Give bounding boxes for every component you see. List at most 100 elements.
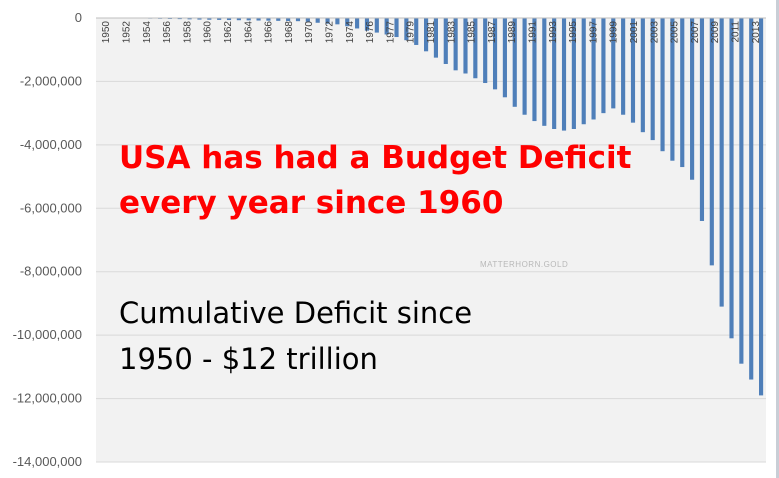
- bar: [561, 18, 567, 131]
- x-tick-label: 1987: [487, 21, 498, 44]
- bar: [463, 18, 468, 74]
- y-tick-label: -12,000,000: [13, 391, 82, 406]
- x-tick-label: 1999: [609, 21, 620, 44]
- x-tick-label: 1997: [588, 21, 599, 44]
- x-tick-label: 1991: [528, 21, 539, 44]
- bar: [729, 18, 734, 339]
- x-axis-tick-labels: 1950 1952 1954 1956 1958 1960 1962 1964 1966 1968…: [101, 21, 762, 44]
- gridlines: [96, 80, 766, 463]
- y-tick-label: 0: [75, 10, 82, 25]
- bar: [552, 18, 557, 129]
- bar: [630, 18, 636, 123]
- bar: [197, 18, 202, 20]
- x-tick-label: 1970: [304, 21, 315, 44]
- bar: [759, 18, 764, 396]
- y-tick-label: -2,000,000: [20, 73, 82, 88]
- watermark: MATTERHORN.GOLD: [480, 260, 569, 269]
- x-tick-label: 2013: [751, 21, 762, 44]
- y-tick-label: -14,000,000: [13, 454, 82, 469]
- bar: [345, 18, 350, 27]
- bar: [709, 18, 714, 266]
- bar: [591, 18, 596, 120]
- bar: [502, 18, 507, 98]
- bar: [581, 18, 586, 125]
- subline-line-2: 1950 - $12 trillion: [119, 342, 378, 376]
- subline-line-1: Cumulative Deficit since: [119, 296, 473, 330]
- bar: [749, 18, 754, 380]
- x-tick-label: 1983: [446, 21, 457, 44]
- x-tick-label: 2001: [629, 21, 640, 44]
- bar: [246, 18, 251, 21]
- bar: [335, 18, 340, 25]
- bar: [187, 18, 192, 20]
- bar: [611, 18, 616, 109]
- bar: [355, 18, 360, 29]
- bar: [670, 18, 675, 161]
- headline-line-1: USA has had a Budget Deficit: [119, 140, 632, 176]
- x-tick-label: 2005: [670, 21, 681, 44]
- bar: [492, 18, 498, 90]
- x-tick-label: 1989: [507, 21, 518, 44]
- x-tick-label: 1981: [426, 21, 437, 44]
- x-tick-label: 1966: [264, 21, 275, 44]
- x-tick-label: 1968: [284, 21, 295, 44]
- x-tick-label: 1995: [568, 21, 579, 44]
- bar: [207, 18, 212, 20]
- y-tick-label: -10,000,000: [13, 327, 82, 342]
- bar: [532, 18, 537, 122]
- bar: [384, 18, 389, 35]
- bar: [295, 18, 301, 22]
- x-tick-label: 1972: [325, 21, 336, 44]
- bar: [699, 18, 705, 221]
- bars: [108, 18, 764, 396]
- bar: [226, 18, 232, 21]
- x-tick-label: 1985: [467, 21, 478, 44]
- bar: [522, 18, 527, 115]
- plot-area: [96, 18, 766, 462]
- bar: [305, 18, 310, 22]
- bar: [483, 18, 488, 84]
- bar: [374, 18, 379, 33]
- bar: [433, 18, 438, 58]
- bar: [364, 18, 370, 31]
- x-tick-label: 2007: [690, 21, 701, 44]
- x-tick-label: 2003: [649, 21, 660, 44]
- bar: [276, 18, 281, 21]
- x-tick-label: 2011: [731, 21, 742, 43]
- bar: [542, 18, 547, 126]
- bar: [394, 18, 399, 38]
- x-tick-label: 1960: [203, 21, 214, 44]
- x-tick-label: 1974: [345, 21, 356, 44]
- headline-annotation: USA has had a Budget Deficit every year …: [119, 136, 631, 226]
- bar: [601, 18, 606, 114]
- bar: [680, 18, 685, 168]
- y-tick-label: -6,000,000: [20, 200, 82, 215]
- y-tick-label: -4,000,000: [20, 137, 82, 152]
- bar: [690, 18, 695, 180]
- bar: [571, 18, 576, 129]
- bar: [177, 18, 182, 20]
- bar: [325, 18, 330, 24]
- x-tick-label: 1964: [243, 21, 254, 44]
- bar: [640, 18, 645, 133]
- x-tick-label: 1993: [548, 21, 559, 44]
- bar: [453, 18, 458, 71]
- x-tick-label: 2009: [710, 21, 721, 44]
- bar: [719, 18, 724, 307]
- bar: [424, 18, 429, 52]
- bar: [660, 18, 665, 152]
- x-tick-label: 1954: [142, 21, 153, 44]
- y-axis-tick-labels: 0 -2,000,000 -4,000,000 -6,000,000 -8,000,00…: [13, 10, 82, 469]
- bar: [650, 18, 655, 141]
- bar: [443, 18, 448, 64]
- bar: [512, 18, 517, 107]
- bar: [217, 18, 222, 20]
- bar: [621, 18, 626, 115]
- bar: [266, 18, 271, 21]
- bar: [473, 18, 478, 79]
- bar: [739, 18, 744, 364]
- bar: [414, 18, 419, 45]
- bar: [404, 18, 409, 41]
